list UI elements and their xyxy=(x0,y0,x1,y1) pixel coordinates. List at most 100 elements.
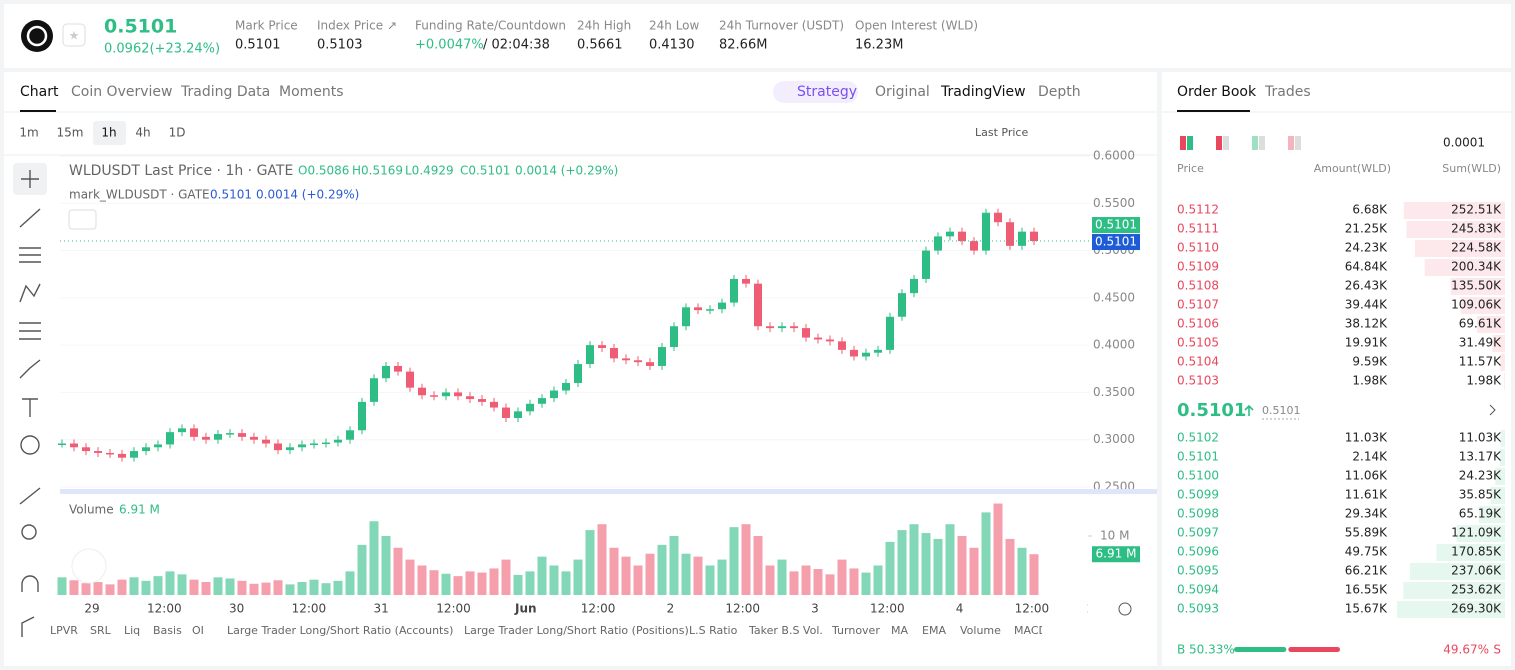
tv-logo xyxy=(71,548,107,584)
price-source[interactable]: Last Price xyxy=(975,126,1028,139)
indicator-tab[interactable]: Liq xyxy=(124,624,140,637)
crosshair-tool[interactable] xyxy=(21,170,39,188)
pattern-tool[interactable] xyxy=(19,283,41,303)
view-tab[interactable]: Original xyxy=(875,84,930,100)
view-tab[interactable]: Strategy xyxy=(797,84,857,100)
ob-price: 0.5096 xyxy=(1177,545,1219,559)
ob-sum: 200.34K xyxy=(1451,260,1502,274)
indicator-tab[interactable]: SRL xyxy=(90,624,112,637)
candle xyxy=(514,411,522,418)
ob-view-icon[interactable] xyxy=(1216,136,1222,150)
favorite-button[interactable] xyxy=(62,23,86,47)
ob-view-icon[interactable] xyxy=(1259,136,1265,150)
indicator-tab[interactable]: OI xyxy=(192,624,204,637)
ob-price: 0.5100 xyxy=(1177,469,1219,483)
view-tab[interactable]: TradingView xyxy=(940,84,1026,100)
zoom-tool[interactable] xyxy=(21,524,37,540)
interval[interactable]: 1D xyxy=(169,126,186,140)
candle xyxy=(694,307,702,311)
candle xyxy=(658,347,666,366)
volume-bar xyxy=(237,580,247,595)
stat-value: 0.5661 xyxy=(577,38,623,53)
chart-tab[interactable]: Chart xyxy=(20,84,59,100)
candle xyxy=(226,433,234,435)
ob-tab[interactable]: Order Book xyxy=(1177,84,1257,100)
indicator-tab[interactable]: MACD xyxy=(1014,624,1047,637)
indicator-tab[interactable]: L.S Ratio xyxy=(689,624,738,637)
indicator-tab[interactable]: Turnover xyxy=(831,624,880,637)
ob-col: Amount(WLD) xyxy=(1314,162,1391,175)
volume-bar xyxy=(57,577,67,595)
candle xyxy=(598,345,606,348)
candle xyxy=(178,428,186,433)
interval[interactable]: 15m xyxy=(57,126,84,140)
candle xyxy=(406,371,414,388)
strategy-pill[interactable] xyxy=(773,81,858,103)
view-tab[interactable]: Depth xyxy=(1038,84,1081,100)
chart-tab[interactable]: Moments xyxy=(279,84,344,100)
indicator-tab[interactable]: Volume xyxy=(960,624,1001,637)
volume-bar xyxy=(693,556,703,595)
candle xyxy=(382,365,390,379)
ob-sum: 170.85K xyxy=(1451,545,1502,559)
x-tick-label: 2 xyxy=(667,602,675,616)
x-tick-label: 12:00 xyxy=(147,602,182,616)
ob-view-icon[interactable] xyxy=(1295,136,1301,150)
chevron[interactable] xyxy=(1489,404,1496,416)
candle xyxy=(790,326,798,329)
volume-bar xyxy=(501,559,511,595)
indicator-tab[interactable]: EMA xyxy=(922,624,946,637)
indicator-tab[interactable]: Basis xyxy=(153,624,182,637)
brush-tool[interactable] xyxy=(19,359,41,379)
magnet-tool[interactable] xyxy=(21,575,39,592)
ob-view-icon[interactable] xyxy=(1288,136,1294,150)
price-badge xyxy=(1092,234,1140,251)
depth-bar xyxy=(1495,468,1505,485)
candle xyxy=(970,241,978,251)
pencil-tool[interactable] xyxy=(21,616,35,637)
candle xyxy=(454,392,462,397)
channel-tool[interactable] xyxy=(19,247,41,263)
candle xyxy=(898,293,906,317)
interval[interactable]: 1m xyxy=(19,126,38,140)
line-tool[interactable] xyxy=(19,208,41,228)
chart-tab[interactable]: Coin Overview xyxy=(71,84,172,100)
indicator-tab[interactable]: LPVR xyxy=(50,624,78,637)
candle xyxy=(706,309,714,311)
settings-icon[interactable] xyxy=(1118,602,1132,616)
ob-view-icon[interactable] xyxy=(1223,136,1229,150)
price-change: 0.0962(+23.24%) xyxy=(104,42,220,57)
ob-price: 0.5108 xyxy=(1177,279,1219,293)
ob-view-icon[interactable] xyxy=(1252,136,1258,150)
ob-amount: 9.59K xyxy=(1352,355,1388,369)
volume-bar xyxy=(201,582,211,595)
ob-view-icon[interactable] xyxy=(1187,136,1193,150)
legend-ohlc: L0.4929 xyxy=(405,164,454,178)
interval[interactable]: 1h xyxy=(101,126,116,140)
ob-price: 0.5099 xyxy=(1177,488,1219,502)
volume-bar xyxy=(321,583,331,595)
indicator-tab[interactable]: Taker B.S Vol. xyxy=(748,624,823,637)
candle xyxy=(682,307,690,327)
chart-tab[interactable]: Trading Data xyxy=(180,84,270,100)
ob-price: 0.5107 xyxy=(1177,298,1219,312)
fib-tool[interactable] xyxy=(19,322,41,340)
text-tool[interactable] xyxy=(22,398,38,417)
candle xyxy=(262,439,270,444)
indicator-tab[interactable]: Large Trader Long/Short Ratio (Accounts) xyxy=(227,624,453,637)
ruler-tool[interactable] xyxy=(19,487,41,505)
ob-sum: 13.17K xyxy=(1459,450,1502,464)
depth-bar xyxy=(1461,297,1505,314)
ob-view-icon[interactable] xyxy=(1180,136,1186,150)
candle xyxy=(1006,222,1014,246)
candle xyxy=(586,345,594,365)
ob-precision[interactable]: 0.0001 xyxy=(1443,136,1485,150)
indicator-tab[interactable]: Large Trader Long/Short Ratio (Positions… xyxy=(464,624,689,637)
ob-tab[interactable]: Trades xyxy=(1264,84,1311,100)
y-tick-label: 0.3000 xyxy=(1093,432,1135,446)
indicator-tab[interactable]: MA xyxy=(891,624,908,637)
interval[interactable]: 4h xyxy=(135,126,150,140)
emoji-tool[interactable] xyxy=(20,435,40,455)
legend-mark: mark_WLDUSDT · GATE xyxy=(69,188,210,202)
collapse-button[interactable] xyxy=(68,209,97,230)
